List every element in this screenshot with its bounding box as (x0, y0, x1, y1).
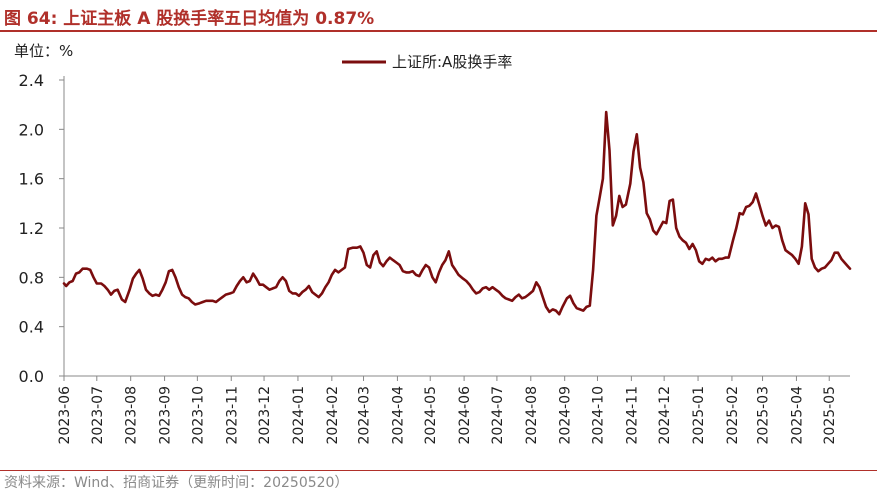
legend: 上证所:A股换手率 (342, 53, 512, 71)
source-note: 资料来源：Wind、招商证券（更新时间：20250520） (4, 475, 349, 491)
y-tick-label: 2.0 (19, 120, 44, 139)
legend-label: 上证所:A股换手率 (392, 53, 512, 71)
x-tick-label: 2024-06 (457, 386, 473, 445)
line-chart: 上证所:A股换手率 0.00.40.81.21.62.02.4 2023-06 2… (19, 53, 852, 445)
x-tick-label: 2025-05 (822, 386, 838, 445)
x-tick-label: 2024-03 (357, 386, 373, 445)
y-tick-label: 0.4 (19, 318, 44, 337)
x-tick-label: 2024-05 (423, 386, 439, 445)
x-tick-label: 2025-02 (725, 386, 741, 445)
source-divider (0, 470, 877, 471)
x-tick-label: 2023-07 (90, 386, 106, 445)
x-tick-label: 2023-12 (257, 386, 273, 445)
title-divider (0, 30, 877, 32)
x-tick-label: 2024-11 (624, 386, 640, 445)
x-tick-label: 2024-08 (524, 386, 540, 445)
y-tick-label: 2.4 (19, 71, 44, 90)
figure-title: 图 64: 上证主板 A 股换手率五日均值为 0.87% (4, 9, 375, 29)
y-tick-label: 0.0 (19, 367, 44, 386)
x-tick-label: 2023-06 (57, 386, 73, 445)
x-tick-label: 2023-10 (190, 386, 206, 445)
x-tick-label: 2023-09 (158, 386, 174, 445)
x-tick-label: 2023-08 (124, 386, 140, 445)
series-line-turnover (62, 110, 852, 316)
x-tick-label: 2024-02 (325, 386, 341, 445)
x-axis: 2023-06 2023-07 2023-08 2023-09 2023-10 2023-… (57, 375, 850, 445)
x-tick-label: 2024-09 (558, 386, 574, 445)
y-tick-label: 1.2 (19, 219, 44, 238)
unit-label: 单位：% (14, 42, 74, 60)
x-tick-label: 2025-01 (691, 386, 707, 445)
x-tick-label: 2025-04 (789, 386, 805, 445)
x-tick-label: 2023-11 (224, 386, 240, 445)
y-tick-label: 1.6 (19, 170, 44, 189)
series-points (63, 111, 851, 316)
y-tick-label: 0.8 (19, 268, 44, 287)
x-tick-label: 2024-07 (490, 386, 506, 445)
x-tick-label: 2024-10 (590, 386, 606, 445)
x-tick-label: 2024-12 (657, 386, 673, 445)
y-axis: 0.0 0.4 0.8 1.2 1.6 2.0 2.4 (19, 71, 65, 386)
x-tick-label: 2025-03 (756, 386, 772, 445)
x-tick-label: 2024-01 (291, 386, 307, 445)
x-tick-label: 2024-04 (390, 386, 406, 445)
